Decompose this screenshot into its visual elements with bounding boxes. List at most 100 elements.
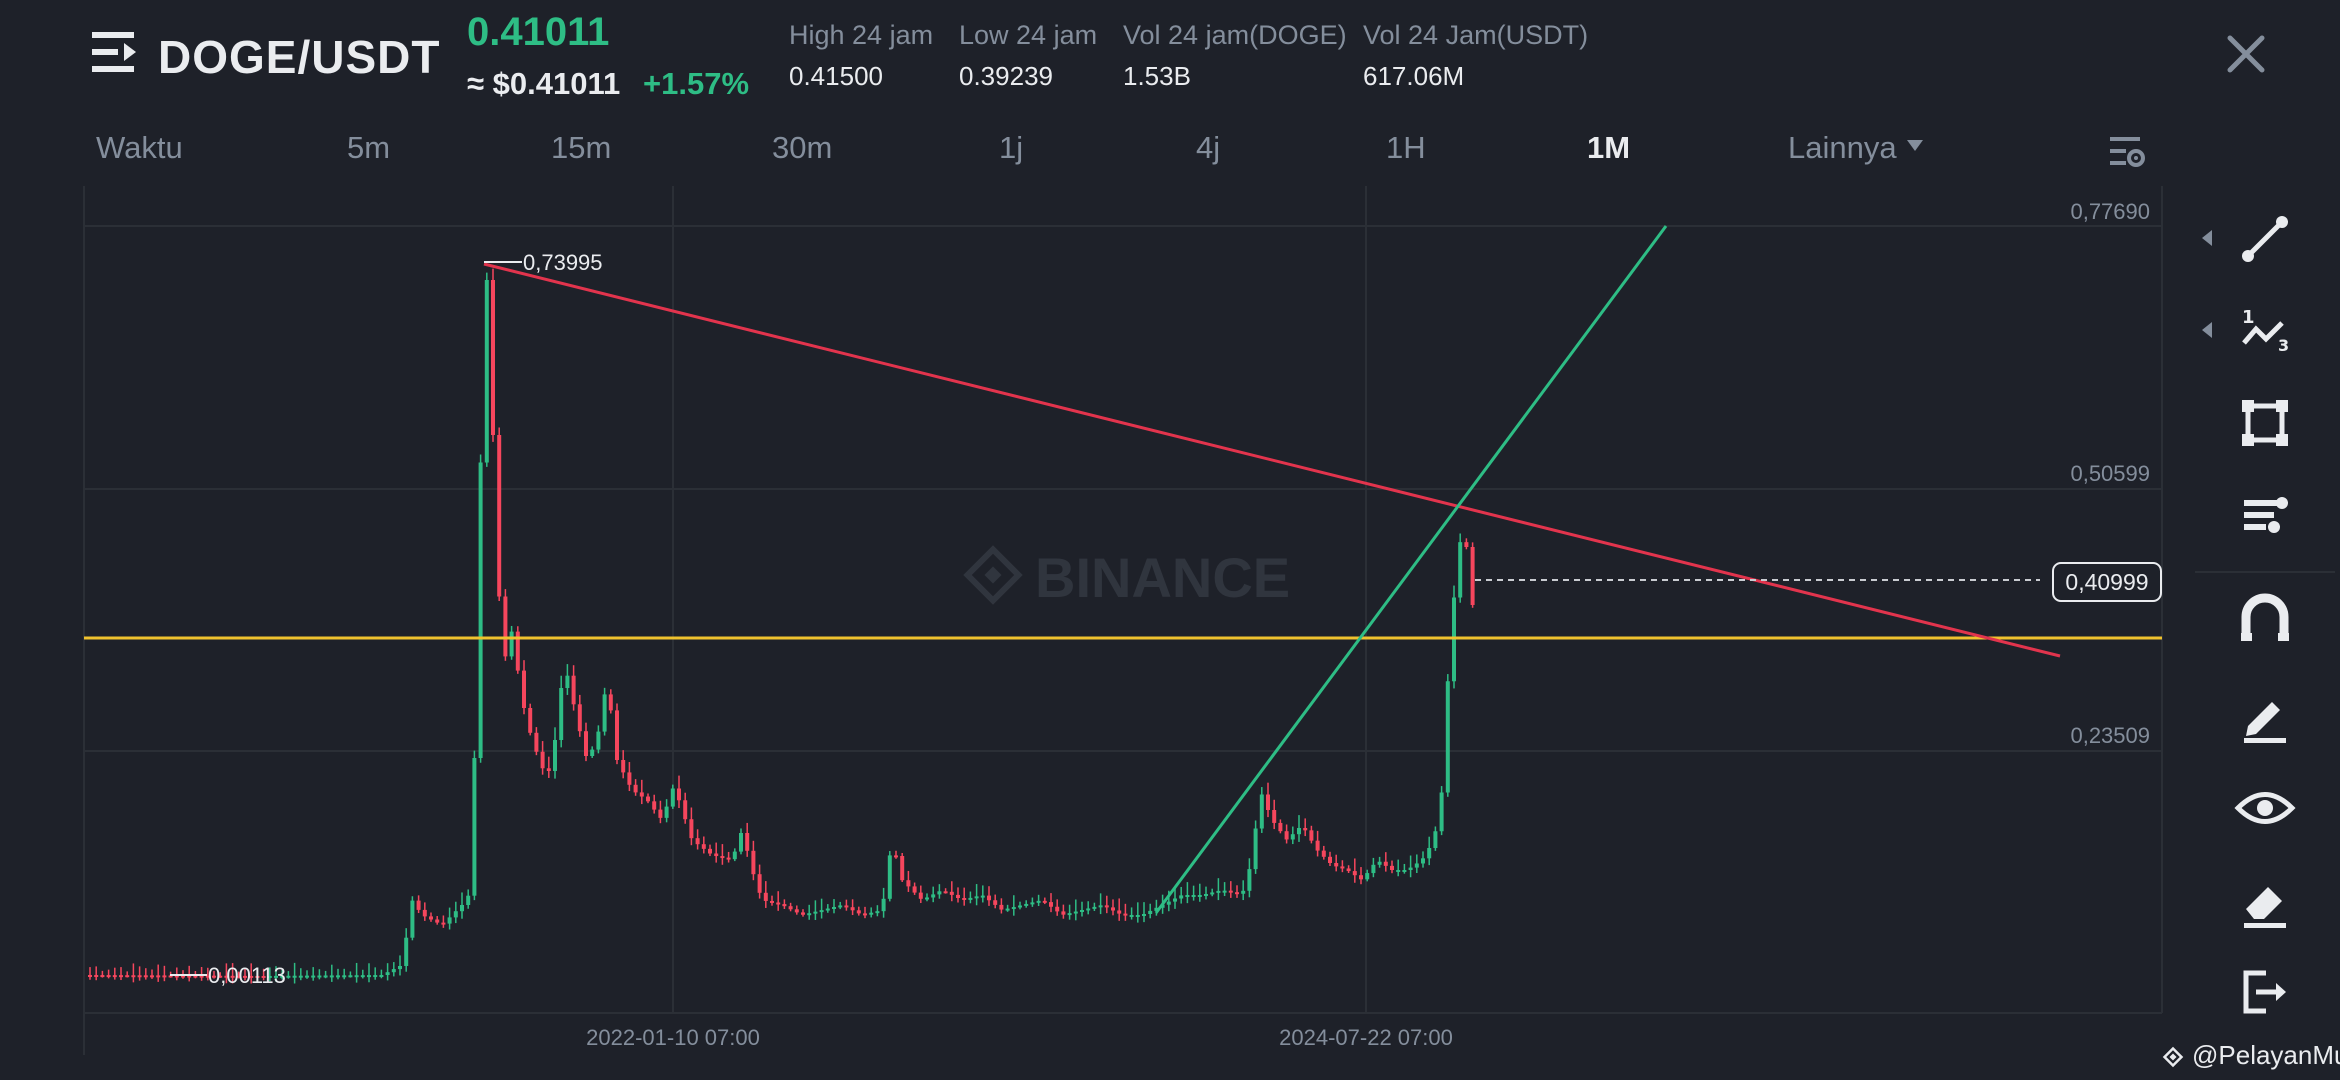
candle-body xyxy=(689,819,694,839)
candle-body xyxy=(1055,906,1060,912)
visibility-eye-icon[interactable] xyxy=(2230,773,2300,843)
tab-1m[interactable]: 1M xyxy=(1587,130,1631,165)
candle-body xyxy=(193,975,198,978)
candle-body xyxy=(280,975,285,978)
candle-body xyxy=(1166,901,1171,905)
candle-body xyxy=(1173,898,1177,902)
candle-body xyxy=(1284,831,1289,840)
candle-body xyxy=(757,874,762,893)
tab-1j[interactable]: 1j xyxy=(999,130,1024,165)
red-resistance-trendline[interactable] xyxy=(483,262,2061,658)
tab-1h[interactable]: 1H xyxy=(1386,130,1426,165)
exit-icon[interactable] xyxy=(2230,957,2300,1027)
stat-label: Vol 24 jam(DOGE) xyxy=(1123,20,1347,50)
candle-body xyxy=(360,975,365,978)
expand-left-icon[interactable] xyxy=(2200,228,2214,248)
candle-body xyxy=(1445,681,1450,793)
candle-body xyxy=(311,975,316,978)
candle-body xyxy=(1290,834,1295,840)
candle-body xyxy=(553,740,557,771)
green-support-trendline[interactable] xyxy=(1154,225,1668,914)
candle-body xyxy=(1210,892,1215,895)
candle-body xyxy=(453,911,458,918)
menu-list-icon[interactable] xyxy=(92,30,138,74)
high-marker-label: 0,73995 xyxy=(523,250,603,275)
candle-body xyxy=(1036,900,1041,903)
candle-body xyxy=(292,975,297,978)
tab-4j[interactable]: 4j xyxy=(1196,130,1221,165)
candle-body xyxy=(1334,863,1339,867)
price-chart[interactable]: BINANCE 0,73995 0,00113 0,77690 0,50599 … xyxy=(0,180,2190,1080)
candle-body xyxy=(577,704,582,732)
candle-body xyxy=(584,731,588,756)
candle-body xyxy=(1352,871,1357,876)
magnet-icon[interactable] xyxy=(2230,585,2300,655)
candle-body xyxy=(615,710,619,760)
trend-line-tool-icon[interactable] xyxy=(2230,204,2300,274)
candle-body xyxy=(522,670,526,708)
candle-body xyxy=(1377,861,1382,865)
tab-15m[interactable]: 15m xyxy=(551,130,612,165)
candle-body xyxy=(1439,792,1444,832)
candle-body xyxy=(342,975,347,978)
tab-30m[interactable]: 30m xyxy=(772,130,833,165)
candle-body xyxy=(714,853,719,857)
candle-body xyxy=(968,897,973,900)
chevron-down-icon xyxy=(1906,140,1923,152)
candle-body xyxy=(379,975,384,978)
candle-body xyxy=(435,919,440,923)
candle-body xyxy=(1185,895,1190,897)
candle-body xyxy=(212,975,216,978)
fibonacci-tool-icon[interactable]: 1 3 xyxy=(2230,295,2300,365)
candle-body xyxy=(422,909,427,917)
candle-body xyxy=(1253,828,1258,870)
candle-body xyxy=(1135,915,1140,917)
expand-left-icon[interactable] xyxy=(2200,320,2214,340)
candle-body xyxy=(255,975,260,978)
tab-waktu[interactable]: Waktu xyxy=(96,130,183,165)
stat-value: 0.41500 xyxy=(789,61,883,91)
candle-body xyxy=(949,891,954,895)
candle-body xyxy=(1272,810,1277,823)
candle-body xyxy=(763,892,768,901)
stat-value: 617.06M xyxy=(1363,61,1465,91)
candle-body xyxy=(1049,902,1053,907)
candle-body xyxy=(143,975,148,978)
candle-body xyxy=(515,631,520,671)
candle-body xyxy=(1303,828,1308,831)
candle-body xyxy=(367,975,371,978)
tab-more[interactable]: Lainnya xyxy=(1788,130,1923,166)
chart-settings-icon[interactable] xyxy=(2108,134,2146,170)
candle-body xyxy=(1241,890,1246,894)
candle-body xyxy=(590,749,595,756)
candle-body xyxy=(869,912,874,915)
tab-5m[interactable]: 5m xyxy=(347,130,391,165)
trading-pair-title[interactable]: DOGE/USDT xyxy=(158,31,441,83)
candle-body xyxy=(546,768,551,771)
candle-body xyxy=(1421,858,1425,864)
time-axis-label: 2022-01-10 07:00 xyxy=(586,1025,760,1050)
binance-logo-icon xyxy=(2162,1046,2184,1068)
candle-body xyxy=(1408,867,1413,870)
candle-body xyxy=(646,796,650,802)
candle-body xyxy=(987,895,991,901)
current-price-tag: 0,40999 xyxy=(2052,562,2162,602)
candle-body xyxy=(1328,856,1332,863)
draw-pencil-icon[interactable] xyxy=(2230,680,2300,750)
candle-body xyxy=(1123,913,1128,916)
candle-body xyxy=(156,975,161,978)
close-icon[interactable] xyxy=(2226,34,2266,74)
interval-tabs: Waktu 5m 15m 30m 1j 4j 1H 1M Lainnya xyxy=(0,130,2340,178)
candle-body xyxy=(329,975,334,978)
candle-body xyxy=(348,975,353,978)
position-tool-icon[interactable] xyxy=(2230,480,2300,550)
shape-tool-icon[interactable] xyxy=(2230,388,2300,458)
eraser-icon[interactable] xyxy=(2230,865,2300,935)
candle-body xyxy=(894,855,898,858)
candle-body xyxy=(1204,894,1208,896)
candle-body xyxy=(88,975,92,977)
candle-body xyxy=(286,975,291,978)
credit-text: @PelayanMu xyxy=(2192,1040,2340,1070)
candle-body xyxy=(243,975,247,978)
candle-body xyxy=(956,894,960,898)
